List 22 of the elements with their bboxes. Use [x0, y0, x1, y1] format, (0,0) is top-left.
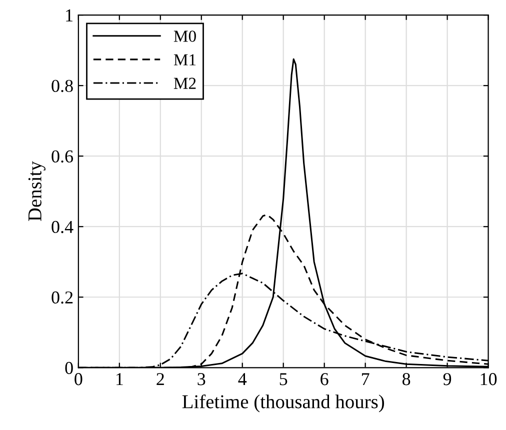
x-tick-label: 1: [116, 373, 123, 386]
x-tick-label: 10: [480, 373, 497, 386]
legend-label: M2: [174, 78, 196, 89]
x-tick-label: 3: [198, 373, 206, 386]
y-tick-label: 1: [66, 9, 72, 22]
x-tick-label: 4: [238, 373, 247, 386]
y-tick-label: 0.2: [52, 291, 73, 304]
y-tick-label: 0: [65, 362, 73, 374]
x-tick-label: 2: [156, 373, 164, 386]
y-axis-title: Density: [28, 161, 46, 222]
legend-label: M1: [174, 54, 196, 66]
x-tick-label: 5: [280, 373, 288, 386]
y-tick-label: 0.8: [52, 80, 73, 92]
x-tick-label: 9: [443, 373, 452, 386]
x-axis-title: Lifetime (thousand hours): [182, 394, 384, 412]
x-tick-label: 8: [402, 373, 410, 386]
legend-label: M0: [174, 30, 196, 42]
y-tick-label: 0.6: [52, 150, 74, 163]
y-tick-label: 0.4: [52, 220, 74, 234]
x-tick-label: 0: [74, 373, 82, 386]
x-tick-label: 7: [362, 373, 370, 386]
x-tick-label: 6: [320, 373, 328, 386]
